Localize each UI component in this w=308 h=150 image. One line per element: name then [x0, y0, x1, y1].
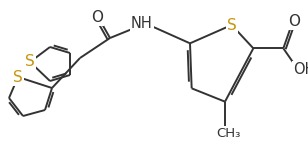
Text: S: S — [227, 18, 237, 33]
Text: O: O — [288, 14, 300, 28]
Text: CH₃: CH₃ — [216, 127, 240, 140]
Text: O: O — [91, 9, 103, 24]
Text: S: S — [13, 69, 23, 84]
Text: OH: OH — [293, 63, 308, 78]
Text: S: S — [25, 54, 35, 69]
Text: NH: NH — [131, 16, 153, 32]
